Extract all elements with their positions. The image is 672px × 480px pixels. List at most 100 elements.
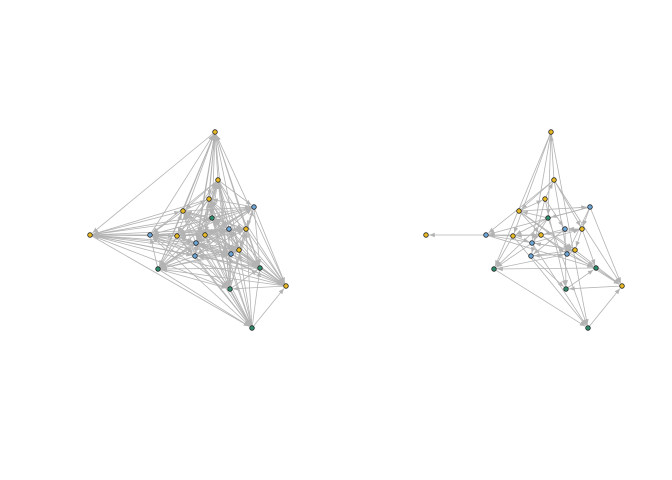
node xyxy=(538,232,544,238)
edge xyxy=(157,268,228,289)
edge xyxy=(544,228,566,236)
edge xyxy=(92,198,210,235)
edge xyxy=(195,229,244,244)
edge xyxy=(553,179,581,227)
edge xyxy=(182,205,251,212)
edge xyxy=(535,242,576,251)
node xyxy=(562,226,568,232)
edge xyxy=(89,234,228,289)
edge xyxy=(199,242,240,251)
edge xyxy=(89,227,226,236)
edge xyxy=(595,267,620,285)
edge xyxy=(229,288,251,326)
edge xyxy=(230,230,287,287)
node xyxy=(564,251,570,257)
edge xyxy=(563,228,569,286)
edge xyxy=(518,210,594,267)
node xyxy=(529,240,535,246)
edge xyxy=(540,234,620,285)
edge xyxy=(215,134,261,269)
edge xyxy=(93,217,213,237)
edge xyxy=(159,235,178,267)
edge xyxy=(198,228,230,243)
edge xyxy=(179,217,213,235)
edge xyxy=(161,266,261,272)
edge xyxy=(544,182,553,200)
node xyxy=(193,240,199,246)
node xyxy=(243,226,249,232)
edge xyxy=(497,266,597,272)
edge xyxy=(512,235,587,326)
edge xyxy=(229,231,246,290)
edge xyxy=(565,269,594,290)
edge xyxy=(515,217,549,235)
edge xyxy=(157,253,228,270)
edge xyxy=(251,288,285,329)
edge xyxy=(198,244,287,287)
node xyxy=(491,266,497,272)
node xyxy=(192,253,198,259)
edge xyxy=(92,131,216,234)
edge xyxy=(581,228,596,266)
edge xyxy=(230,253,284,285)
edge xyxy=(89,211,181,236)
edge xyxy=(152,206,255,235)
edge xyxy=(253,206,262,265)
node xyxy=(147,232,153,238)
edge xyxy=(208,228,230,236)
edge xyxy=(488,206,591,235)
edge xyxy=(89,234,250,327)
node xyxy=(548,129,554,135)
node xyxy=(545,215,551,221)
edge xyxy=(194,255,228,288)
edge xyxy=(149,238,159,270)
edge xyxy=(495,235,514,267)
edge xyxy=(149,134,214,236)
node xyxy=(249,325,255,331)
node xyxy=(87,232,93,238)
edge xyxy=(228,257,233,290)
edge xyxy=(238,253,253,329)
edge xyxy=(569,285,623,291)
edge xyxy=(89,234,193,245)
sparse-network xyxy=(423,129,625,331)
edge xyxy=(518,210,540,233)
edge xyxy=(182,199,207,212)
node xyxy=(251,204,257,210)
node xyxy=(202,232,208,238)
edge xyxy=(587,288,621,329)
edge xyxy=(496,242,533,268)
edge xyxy=(485,234,594,268)
edge xyxy=(161,267,287,287)
edge xyxy=(244,232,253,329)
edge xyxy=(217,183,253,329)
node xyxy=(155,266,161,272)
edge xyxy=(152,236,253,329)
edge xyxy=(160,242,197,268)
edge xyxy=(259,267,284,285)
edge xyxy=(93,233,232,255)
node xyxy=(551,177,557,183)
edge xyxy=(566,253,594,267)
node xyxy=(226,226,232,232)
edge xyxy=(516,233,542,238)
edge xyxy=(89,206,251,236)
edge xyxy=(229,269,258,290)
node xyxy=(206,196,212,202)
edge xyxy=(195,242,229,287)
node xyxy=(563,286,569,292)
node xyxy=(483,232,489,238)
edge xyxy=(157,268,250,327)
edge xyxy=(233,285,287,291)
edge xyxy=(493,268,586,327)
edge xyxy=(512,235,530,243)
edge xyxy=(547,217,588,326)
edge xyxy=(522,210,549,219)
edge xyxy=(546,131,552,215)
edge xyxy=(92,235,287,287)
node xyxy=(542,196,548,202)
node xyxy=(619,283,625,289)
edge xyxy=(496,217,549,268)
